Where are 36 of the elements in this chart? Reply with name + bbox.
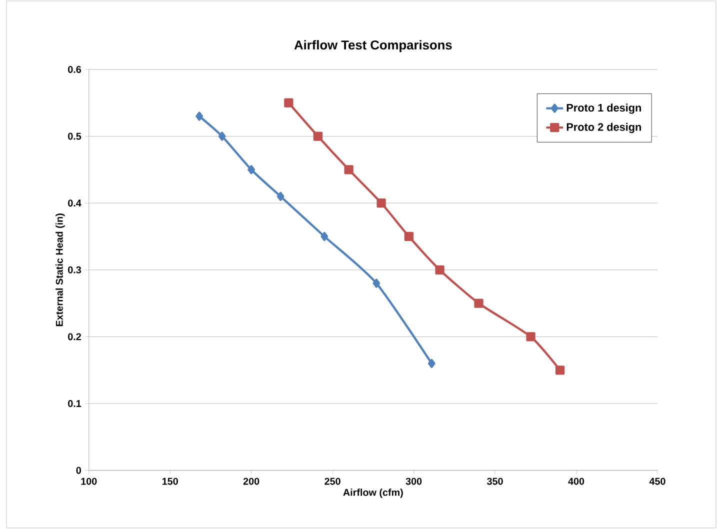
- x-tick-label: 400: [568, 478, 584, 485]
- point: [196, 112, 204, 121]
- point: [218, 132, 226, 141]
- point: [555, 366, 565, 375]
- point: [320, 232, 328, 242]
- x-tick-label: 300: [406, 478, 422, 485]
- point: [404, 232, 414, 242]
- point: [276, 192, 284, 202]
- x-tick-label: 450: [649, 478, 666, 485]
- x-tick-label: 250: [324, 478, 340, 485]
- point: [474, 298, 484, 308]
- y-axis-title: External Static Head (in): [56, 214, 65, 326]
- y-tick-label: 0: [76, 466, 81, 474]
- y-tick-label: 0.1: [68, 400, 82, 408]
- x-axis-title: Airflow (cfm): [343, 488, 403, 498]
- point: [284, 98, 294, 108]
- point: [313, 132, 322, 141]
- point: [248, 165, 256, 174]
- x-tick-label: 100: [81, 478, 97, 485]
- point: [435, 265, 444, 275]
- legend-label: Proto 2 design: [566, 122, 641, 134]
- point: [376, 198, 386, 208]
- point: [526, 332, 536, 342]
- legend-label: Proto 1 design: [566, 104, 641, 114]
- point: [428, 358, 436, 368]
- x-tick-label: 350: [486, 478, 503, 485]
- y-tick-label: 0.6: [68, 66, 82, 73]
- y-tick-label: 0.5: [68, 132, 82, 140]
- y-tick-label: 0.4: [68, 200, 82, 207]
- y-tick-label: 0.2: [68, 333, 81, 340]
- x-tick-label: 150: [162, 478, 178, 485]
- point: [372, 278, 380, 288]
- x-tick-label: 200: [243, 478, 260, 485]
- point: [344, 165, 354, 174]
- chart-title: Airflow Test Comparisons: [294, 40, 452, 52]
- y-tick-label: 0.3: [68, 266, 82, 274]
